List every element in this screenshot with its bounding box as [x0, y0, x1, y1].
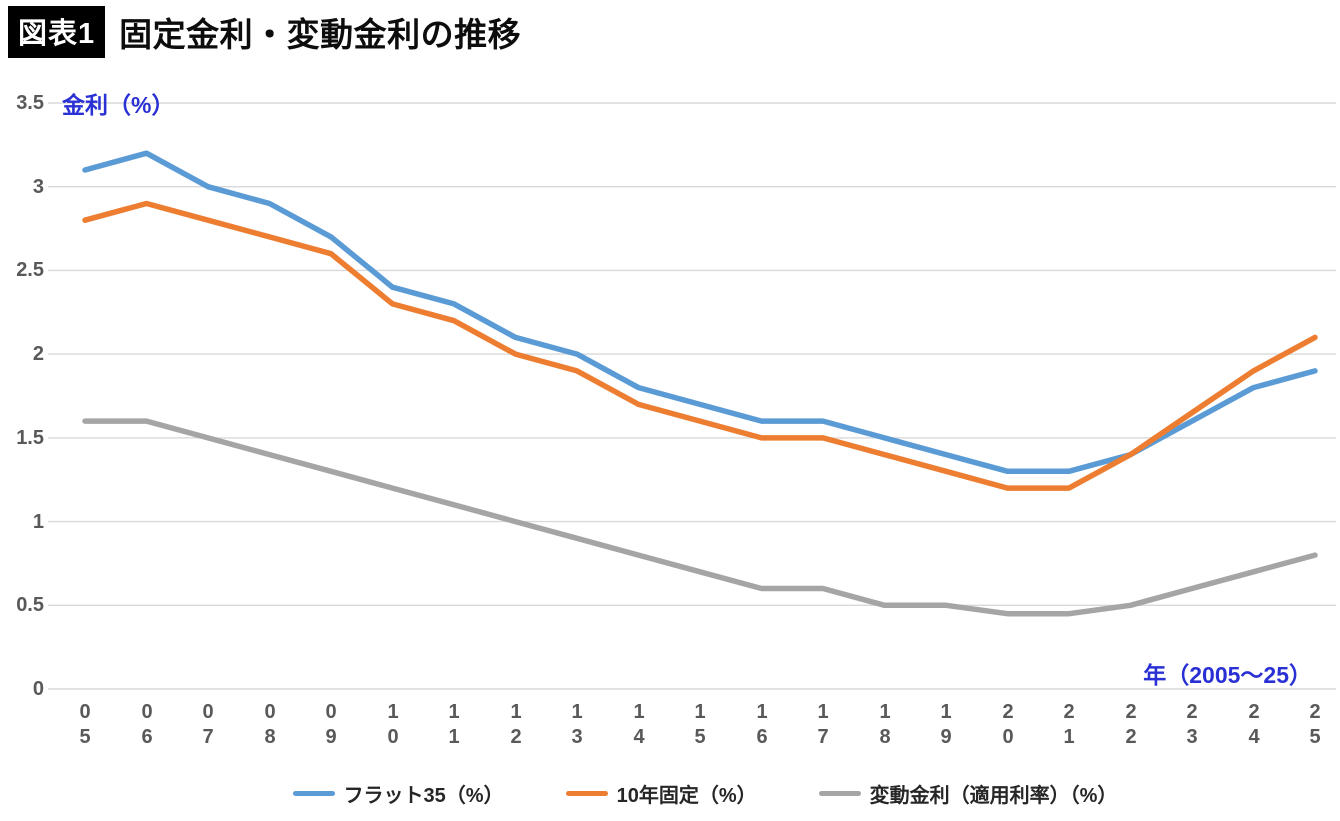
legend-label-fixed10: 10年固定（%） — [616, 785, 757, 807]
legend-item-flat35: フラット35（%） — [292, 779, 504, 808]
y-tick-label: 2 — [32, 343, 44, 365]
y-tick-label: 3 — [32, 176, 44, 198]
chart-header: 図表1 固定金利・変動金利の推移 — [8, 6, 521, 58]
y-tick-label: 2.5 — [16, 259, 44, 281]
x-tick-label: 0 9 — [325, 701, 337, 748]
chart-legend: フラット35（%） 10年固定（%） 変動金利（適用利率）（%） — [0, 779, 1340, 808]
x-tick-label: 2 3 — [1186, 701, 1198, 748]
y-axis-title: 金利（%） — [62, 92, 175, 118]
y-tick-label: 3.5 — [16, 92, 44, 114]
x-tick-label: 2 2 — [1125, 701, 1137, 748]
legend-label-flat35: フラット35（%） — [343, 785, 504, 807]
x-tick-label: 2 4 — [1248, 701, 1260, 748]
x-tick-label: 2 0 — [1002, 701, 1014, 748]
legend-item-variable: 変動金利（適用利率）（%） — [818, 779, 1118, 808]
legend-swatch-flat35 — [292, 791, 335, 796]
x-tick-label: 1 9 — [940, 701, 952, 748]
y-tick-label: 1 — [32, 511, 44, 533]
x-tick-label: 0 8 — [264, 701, 276, 748]
x-tick-label: 1 2 — [510, 701, 522, 748]
x-tick-label: 2 1 — [1063, 701, 1075, 748]
chart-title: 固定金利・変動金利の推移 — [119, 16, 522, 53]
x-tick-label: 0 5 — [79, 701, 91, 748]
y-tick-label: 0.5 — [16, 594, 44, 616]
series-line-flat35 — [82, 150, 1318, 475]
y-tick-label: 1.5 — [16, 427, 44, 449]
x-tick-label: 0 6 — [141, 701, 153, 748]
x-tick-label: 1 4 — [633, 701, 645, 748]
legend-label-variable: 変動金利（適用利率）（%） — [869, 785, 1118, 807]
y-tick-label: 0 — [32, 678, 44, 700]
x-tick-label: 1 0 — [387, 701, 399, 748]
legend-swatch-fixed10 — [565, 791, 608, 796]
series-line-variable — [82, 418, 1318, 617]
x-tick-label: 1 8 — [879, 701, 891, 748]
x-tick-label: 1 5 — [694, 701, 706, 748]
legend-swatch-variable — [818, 791, 861, 796]
x-tick-label: 2 5 — [1309, 701, 1321, 748]
x-axis-title: 年（2005～25） — [1143, 662, 1312, 688]
figure-badge: 図表1 — [8, 6, 106, 58]
x-tick-label: 0 7 — [202, 701, 214, 748]
x-tick-label: 1 7 — [817, 701, 829, 748]
x-tick-label: 1 6 — [756, 701, 768, 748]
x-tick-label: 1 1 — [448, 701, 460, 748]
series-line-fixed10 — [82, 200, 1318, 491]
x-tick-label: 1 3 — [571, 701, 583, 748]
legend-item-fixed10: 10年固定（%） — [565, 779, 757, 808]
